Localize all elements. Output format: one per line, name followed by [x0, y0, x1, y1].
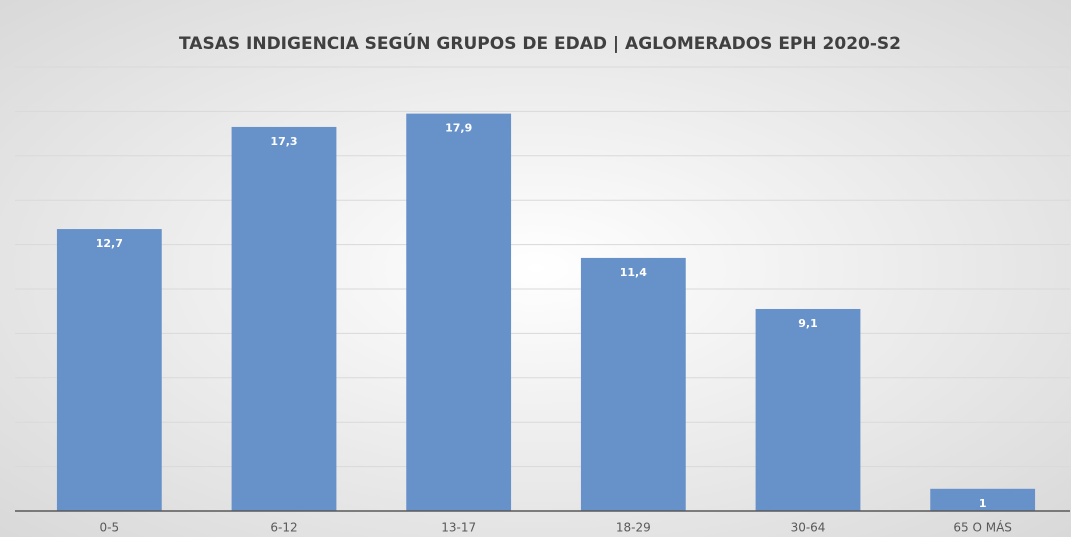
data-label: 17,9 — [445, 122, 472, 135]
bar — [755, 308, 861, 511]
bar — [406, 113, 512, 512]
x-tick-label: 13-17 — [441, 521, 476, 535]
x-tick-label: 65 O MÁS — [953, 520, 1012, 535]
bar — [930, 488, 1036, 511]
chart-title: TASAS INDIGENCIA SEGÚN GRUPOS DE EDAD | … — [179, 32, 901, 54]
x-tick-label: 0-5 — [100, 521, 120, 535]
bar — [56, 229, 162, 511]
data-label: 17,3 — [270, 135, 297, 148]
bar — [231, 126, 337, 511]
x-tick-label: 6-12 — [270, 521, 297, 535]
x-tick-label: 18-29 — [616, 521, 651, 535]
data-label: 1 — [979, 497, 987, 510]
data-label: 11,4 — [620, 266, 647, 279]
data-label: 12,7 — [96, 237, 123, 250]
bar — [580, 257, 686, 511]
x-tick-label: 30-64 — [791, 521, 826, 535]
data-label: 9,1 — [798, 317, 818, 330]
